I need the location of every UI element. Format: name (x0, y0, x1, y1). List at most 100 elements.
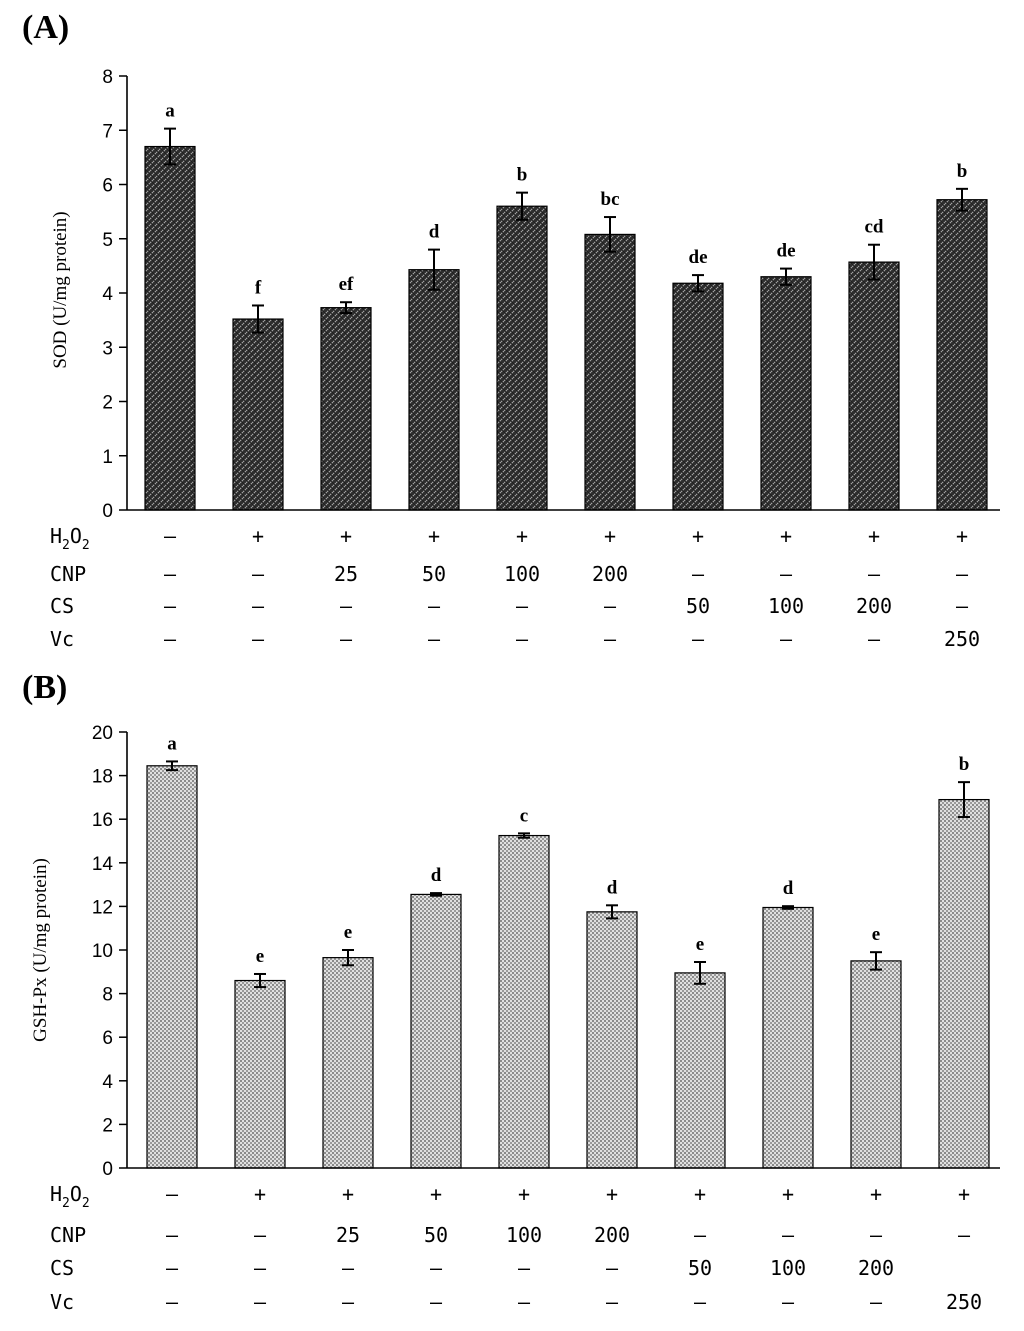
significance-letter: e (256, 946, 264, 967)
treatment-cell: – (692, 627, 705, 651)
treatment-cell: – (166, 1256, 179, 1280)
treatment-cell: – (782, 1223, 795, 1247)
treatment-cell: 250 (946, 1290, 982, 1314)
bar (938, 798, 990, 1169)
bar (322, 957, 374, 1169)
significance-letter: b (957, 161, 968, 182)
significance-letter: a (167, 733, 177, 754)
significance-letter: e (344, 922, 352, 943)
y-tick-label: 14 (92, 854, 114, 875)
treatment-cell: – (780, 627, 793, 651)
bar (850, 960, 902, 1169)
significance-letter: a (165, 101, 175, 122)
treatment-cell: – (254, 1290, 267, 1314)
treatment-cell: – (780, 562, 793, 586)
treatment-cell: 25 (336, 1223, 360, 1247)
bar (232, 318, 284, 511)
y-axis-label: SOD (U/mg protein) (50, 211, 71, 368)
treatment-cell: – (166, 1182, 179, 1206)
y-tick-label: 1 (102, 447, 113, 468)
treatment-row-label: CS (50, 594, 74, 618)
panel-label: (B) (22, 669, 67, 706)
treatment-cell: – (516, 594, 529, 618)
treatment-cell: – (956, 594, 969, 618)
treatment-cell: + (694, 1182, 706, 1206)
treatment-row-label: Vc (50, 1290, 74, 1314)
treatment-cell: – (868, 627, 881, 651)
significance-letter: f (255, 277, 262, 298)
treatment-cell: + (606, 1182, 618, 1206)
significance-letter: d (429, 222, 440, 243)
y-tick-label: 10 (92, 941, 113, 962)
treatment-cell: 50 (422, 562, 446, 586)
treatment-cell: – (428, 627, 441, 651)
y-tick-label: 7 (102, 121, 113, 142)
treatment-cell: – (606, 1290, 619, 1314)
treatment-cell: – (604, 594, 617, 618)
treatment-cell: – (164, 627, 177, 651)
treatment-cell: + (782, 1182, 794, 1206)
y-tick-label: 2 (102, 1115, 113, 1136)
y-tick-label: 2 (102, 393, 113, 414)
significance-letter: ef (339, 274, 354, 295)
treatment-cell: – (342, 1256, 355, 1280)
treatment-cell: – (164, 524, 177, 548)
treatment-cell: – (254, 1256, 267, 1280)
treatment-cell: – (166, 1223, 179, 1247)
treatment-cell: + (780, 524, 792, 548)
bar (320, 307, 372, 511)
treatment-row-label: CS (50, 1256, 74, 1280)
significance-letter: c (520, 805, 528, 826)
bar (144, 145, 196, 511)
bar (234, 979, 286, 1169)
treatment-cell: + (340, 524, 352, 548)
treatment-cell: 50 (686, 594, 710, 618)
significance-letter: d (431, 865, 442, 886)
bar (674, 972, 726, 1169)
treatment-cell: 200 (594, 1223, 630, 1247)
treatment-row-label: CNP (50, 562, 86, 586)
y-tick-label: 4 (102, 284, 113, 305)
bar (936, 199, 988, 511)
treatment-cell: – (428, 594, 441, 618)
treatment-cell: – (694, 1223, 707, 1247)
significance-letter: e (872, 924, 880, 945)
treatment-cell: – (518, 1290, 531, 1314)
treatment-cell: – (606, 1256, 619, 1280)
treatment-cell: + (958, 1182, 970, 1206)
treatment-cell: – (254, 1223, 267, 1247)
treatment-cell: + (516, 524, 528, 548)
treatment-cell: 250 (944, 627, 980, 651)
y-tick-label: 6 (102, 1028, 113, 1049)
significance-letter: b (517, 165, 528, 186)
y-axis-label: GSH-Px (U/mg protein) (30, 858, 51, 1042)
y-tick-label: 3 (102, 338, 113, 359)
y-tick-label: 0 (102, 501, 113, 522)
treatment-cell: – (252, 594, 265, 618)
bar (146, 765, 198, 1169)
treatment-cell: – (340, 594, 353, 618)
treatment-cell: + (252, 524, 264, 548)
treatment-cell: 200 (858, 1256, 894, 1280)
treatment-cell: – (604, 627, 617, 651)
treatment-cell: + (342, 1182, 354, 1206)
treatment-cell: 50 (424, 1223, 448, 1247)
y-tick-label: 4 (102, 1072, 113, 1093)
significance-letter: bc (601, 189, 620, 210)
bar (408, 269, 460, 511)
treatment-cell: + (692, 524, 704, 548)
treatment-cell: – (870, 1223, 883, 1247)
treatment-cell: – (340, 627, 353, 651)
treatment-cell: 100 (768, 594, 804, 618)
treatment-cell: – (958, 1223, 971, 1247)
treatment-cell: + (430, 1182, 442, 1206)
treatment-cell: – (782, 1290, 795, 1314)
y-tick-label: 16 (92, 810, 113, 831)
bar (410, 893, 462, 1169)
treatment-cell: 100 (506, 1223, 542, 1247)
significance-letter: b (959, 754, 970, 775)
treatment-cell: 100 (770, 1256, 806, 1280)
bar (848, 261, 900, 511)
y-tick-label: 8 (102, 985, 113, 1006)
significance-letter: d (607, 877, 618, 898)
